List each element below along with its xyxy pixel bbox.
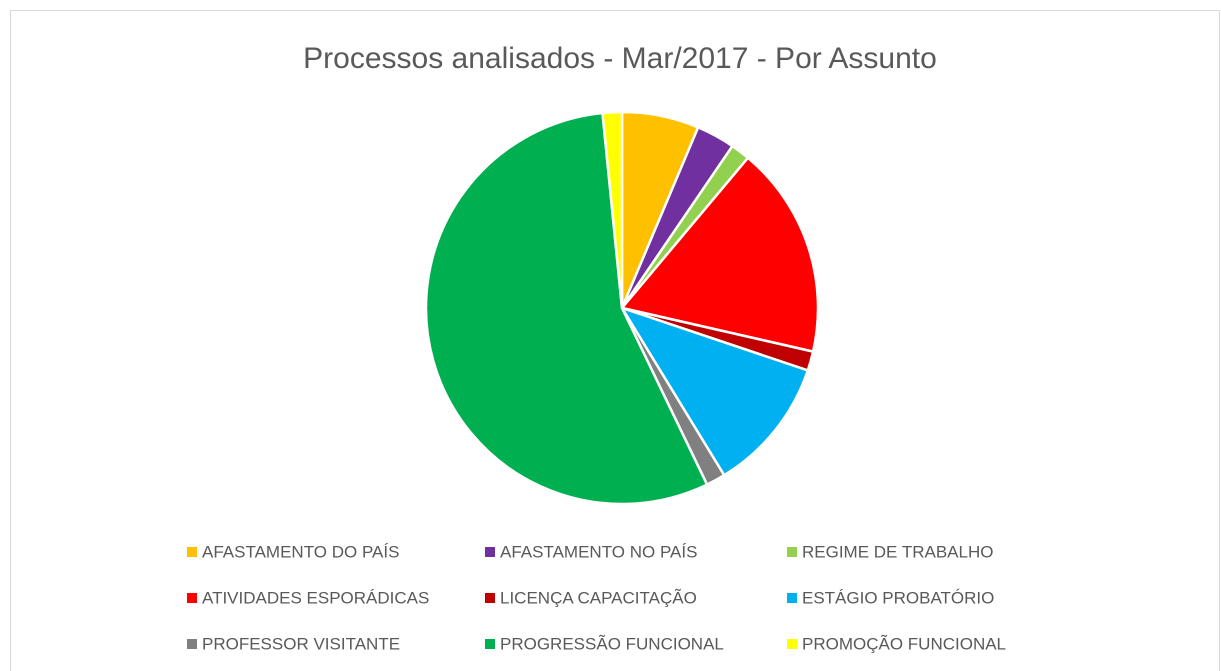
legend-label: PROFESSOR VISITANTE: [202, 634, 400, 653]
legend-swatch: [187, 593, 197, 603]
legend-label: AFASTAMENTO DO PAÍS: [202, 542, 399, 561]
legend-label: REGIME DE TRABALHO: [802, 542, 993, 561]
legend-swatch: [485, 593, 495, 603]
legend-swatch: [485, 639, 495, 649]
pie-slice: [601, 110, 624, 309]
legend-label: PROGRESSÃO FUNCIONAL: [500, 634, 724, 653]
pie-slice: [619, 305, 810, 477]
pie-slice: [619, 156, 820, 354]
legend-swatch: [787, 639, 797, 649]
legend-swatch: [187, 547, 197, 557]
legend-label: ATIVIDADES ESPORÁDICAS: [202, 588, 429, 607]
legend-swatch: [187, 639, 197, 649]
legend-label: ESTÁGIO PROBATÓRIO: [802, 588, 994, 607]
pie-slice: [424, 111, 709, 506]
legend-label: AFASTAMENTO NO PAÍS: [500, 542, 697, 561]
chart-title: Processos analisados - Mar/2017 - Por As…: [303, 42, 937, 75]
legend-swatch: [787, 593, 797, 603]
legend-label: LICENÇA CAPACITAÇÃO: [500, 588, 697, 607]
legend-swatch: [485, 547, 495, 557]
legend-swatch: [787, 547, 797, 557]
legend-label: PROMOÇÃO FUNCIONAL: [802, 634, 1006, 653]
